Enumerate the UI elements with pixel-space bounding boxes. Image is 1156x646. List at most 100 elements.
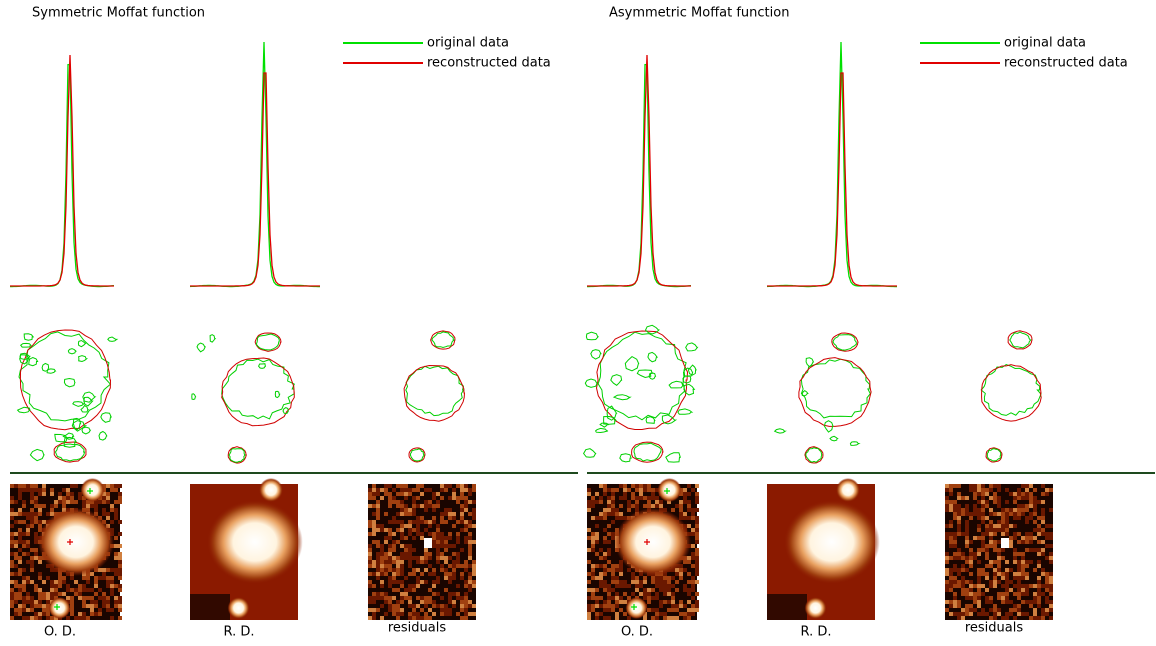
image-pixel (408, 488, 412, 492)
image-pixel (953, 532, 957, 536)
image-pixel (1049, 488, 1053, 492)
image-pixel (965, 536, 969, 540)
image-pixel (945, 568, 949, 572)
image-pixel (1033, 608, 1037, 612)
image-pixel (1005, 516, 1009, 520)
contour-original (191, 393, 197, 401)
contour-original (980, 363, 1042, 416)
marker (631, 604, 637, 610)
image-pixel (603, 528, 607, 532)
image-pixel (1009, 608, 1013, 612)
contour-reconstructed (221, 357, 295, 427)
image-pixel (90, 612, 94, 616)
image-pixel (114, 508, 118, 512)
image-pixel (420, 504, 424, 508)
image-pixel (368, 524, 372, 528)
image-pixel (464, 616, 468, 620)
image-pixel (945, 536, 949, 540)
image-pixel (368, 596, 372, 600)
image-pixel (1013, 572, 1017, 576)
image-pixel (1017, 604, 1021, 608)
image-pixel (949, 612, 953, 616)
image-pixel (1049, 536, 1053, 540)
image-pixel (651, 580, 655, 584)
image-pixel (38, 524, 42, 528)
image-pixel (1041, 484, 1045, 488)
image-pixel (1021, 560, 1025, 564)
image-pixel (949, 488, 953, 492)
image-pixel (981, 584, 985, 588)
image-pixel (993, 572, 997, 576)
image-pixel (607, 512, 611, 516)
image-pixel (392, 596, 396, 600)
image-pixel (472, 612, 476, 616)
image-pixel (436, 500, 440, 504)
image-pixel (993, 528, 997, 532)
image-pixel (26, 616, 30, 620)
image-pixel (400, 544, 404, 548)
image-pixel (977, 592, 981, 596)
image-label: R. D. (801, 625, 832, 640)
image-pixel (965, 560, 969, 564)
image-pixel (591, 548, 595, 552)
image-pixel (1029, 600, 1033, 604)
image-pixel (1017, 560, 1021, 564)
image-pixel (18, 512, 22, 516)
image-pixel (639, 484, 643, 488)
image-pixel (671, 608, 675, 612)
image-pixel (456, 556, 460, 560)
image-pixel (623, 584, 627, 588)
image-pixel (683, 516, 687, 520)
image-pixel (14, 512, 18, 516)
contour-original (624, 355, 640, 372)
image-pixel (452, 488, 456, 492)
image-pixel (98, 608, 102, 612)
image-pixel (472, 524, 476, 528)
image-pixel (400, 532, 404, 536)
image-pixel (30, 488, 34, 492)
image-pixel (1001, 596, 1005, 600)
image-pixel (90, 504, 94, 508)
image-pixel (118, 600, 122, 604)
image-pixel (691, 488, 695, 492)
image-pixel (1005, 524, 1009, 528)
image-pixel (26, 524, 30, 528)
image-pixel (436, 504, 440, 508)
contour-original (255, 333, 280, 351)
image-pixel (106, 596, 110, 600)
image-pixel (432, 532, 436, 536)
image-pixel (436, 592, 440, 596)
image-pixel (460, 608, 464, 612)
image-pixel (452, 552, 456, 556)
image-pixel (10, 552, 14, 556)
image-pixel (106, 492, 110, 496)
image-pixel (1005, 616, 1009, 620)
image-pixel (428, 596, 432, 600)
image-pixel (464, 560, 468, 564)
image-pixel (46, 612, 50, 616)
image-pixel (412, 588, 416, 592)
image-pixel (671, 616, 675, 620)
image-pixel (456, 592, 460, 596)
image-band (767, 594, 807, 620)
image-pixel (412, 500, 416, 504)
image-pixel (607, 600, 611, 604)
image-pixel (22, 512, 26, 516)
image-pixel (440, 604, 444, 608)
image-pixel (985, 516, 989, 520)
image-pixel (989, 600, 993, 604)
image-pixel (110, 504, 114, 508)
image-pixel (607, 532, 611, 536)
image-pixel (981, 496, 985, 500)
image-pixel (412, 572, 416, 576)
image-pixel (416, 528, 420, 532)
image-pixel (945, 608, 949, 612)
image-pixel (993, 576, 997, 580)
image-pixel (977, 524, 981, 528)
image-pixel (981, 608, 985, 612)
image-pixel (416, 556, 420, 560)
image-pixel (961, 512, 965, 516)
image-pixel (615, 568, 619, 572)
image-pixel (997, 488, 1001, 492)
image-pixel (595, 612, 599, 616)
